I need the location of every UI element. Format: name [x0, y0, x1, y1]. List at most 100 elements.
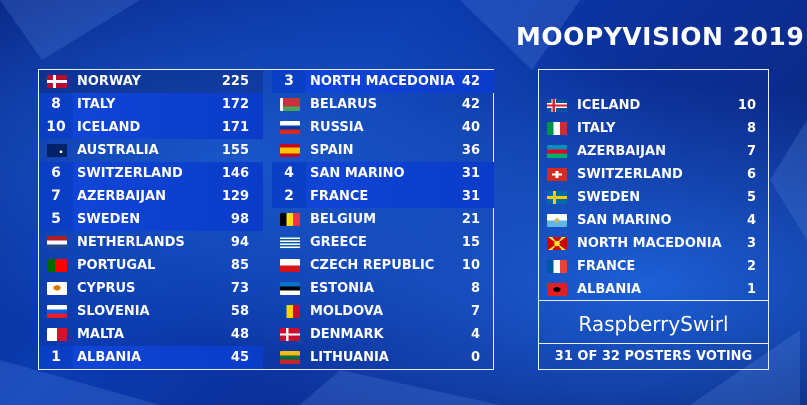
points-value: 2 [746, 259, 756, 274]
scoreboard-row: LITHUANIA 0 [272, 346, 494, 369]
country-name: CZECH REPUBLIC [310, 258, 435, 273]
scoreboard-row: MOLDOVA 7 [272, 300, 494, 323]
scoreboard-row: CYPRUS 73 [39, 277, 263, 300]
netherlands-flag-icon [47, 236, 67, 249]
country-score: 31 [461, 189, 480, 204]
country-name: SAN MARINO [577, 213, 672, 228]
scoreboard-row: BELARUS 42 [272, 93, 494, 116]
points-given-row: ALBANIA 1 [539, 278, 768, 301]
scoreboard-row: PORTUGAL 85 [39, 254, 263, 277]
greece-flag-icon [280, 236, 300, 249]
country-name: ITALY [77, 97, 116, 112]
scoreboard-row: 5 SWEDEN 98 [39, 208, 263, 231]
czech-flag-icon [280, 259, 300, 272]
country-name: ICELAND [577, 98, 641, 113]
scoreboard-row: 2 FRANCE 31 [272, 185, 494, 208]
scoreboard-row: DENMARK 4 [272, 323, 494, 346]
points-value: 1 [746, 282, 756, 297]
scoreboard-row: AUSTRALIA 155 [39, 139, 263, 162]
malta-flag-icon [47, 328, 67, 341]
points-received-number: 4 [272, 162, 306, 185]
points-given-row: SWITZERLAND 6 [539, 163, 768, 186]
country-name: NETHERLANDS [77, 235, 185, 250]
country-name: GREECE [310, 235, 367, 250]
country-name: BELARUS [310, 97, 378, 112]
panel-divider [539, 343, 768, 344]
norway-flag-icon [47, 75, 67, 88]
country-name: ICELAND [77, 120, 141, 135]
points-given-row: SWEDEN 5 [539, 186, 768, 209]
scoreboard-row: SPAIN 36 [272, 139, 494, 162]
scoreboard: NORWAY 225 8 ITALY 172 10 ICELAND 171 AUSTRALIA 1… [38, 69, 494, 370]
belgium-flag-icon [280, 213, 300, 226]
points-value: 6 [746, 167, 756, 182]
country-name: SAN MARINO [310, 166, 405, 181]
country-score: 7 [470, 304, 480, 319]
country-name: RUSSIA [310, 120, 364, 135]
country-score: 42 [461, 97, 480, 112]
country-name: FRANCE [577, 259, 636, 274]
points-value: 4 [746, 213, 756, 228]
country-name: MOLDOVA [310, 304, 384, 319]
belarus-flag-icon [280, 98, 300, 111]
country-name: NORTH MACEDONIA [310, 74, 455, 89]
background-shard [770, 120, 807, 240]
slovenia-flag-icon [47, 305, 67, 318]
background-shard [300, 370, 500, 405]
country-score: 15 [461, 235, 480, 250]
country-score: 146 [221, 166, 249, 181]
country-name: FRANCE [310, 189, 369, 204]
country-name: AZERBAIJAN [577, 144, 666, 159]
switzerland-flag-icon [547, 168, 567, 181]
albania-flag-icon [547, 283, 567, 296]
points-received-number: 8 [39, 93, 73, 116]
country-score: 129 [221, 189, 249, 204]
country-name: ESTONIA [310, 281, 374, 296]
country-score: 31 [461, 166, 480, 181]
voting-status: 31 OF 32 POSTERS VOTING [554, 349, 753, 364]
country-name: AZERBAIJAN [77, 189, 166, 204]
sweden-flag-icon [547, 191, 567, 204]
italy-flag-icon [547, 122, 567, 135]
azerbaijan-flag-icon [547, 145, 567, 158]
scoreboard-row: 10 ICELAND 171 [39, 116, 263, 139]
background-shard [0, 0, 140, 60]
country-score: 21 [461, 212, 480, 227]
country-score: 85 [230, 258, 249, 273]
country-name: ITALY [577, 121, 616, 136]
country-name: AUSTRALIA [77, 143, 159, 158]
country-score: 40 [461, 120, 480, 135]
points-given-row: FRANCE 2 [539, 255, 768, 278]
points-received-number: 5 [39, 208, 73, 231]
country-name: SPAIN [310, 143, 354, 158]
portugal-flag-icon [47, 259, 67, 272]
country-score: 73 [230, 281, 249, 296]
points-given-row: ICELAND 10 [539, 94, 768, 117]
country-name: SWITZERLAND [577, 167, 683, 182]
points-received-number: 7 [39, 185, 73, 208]
country-name: MALTA [77, 327, 125, 342]
scoreboard-row: NORWAY 225 [39, 70, 263, 93]
russia-flag-icon [280, 121, 300, 134]
country-name: SWEDEN [77, 212, 141, 227]
country-name: SWEDEN [577, 190, 641, 205]
scoreboard-row: BELGIUM 21 [272, 208, 494, 231]
country-name: PORTUGAL [77, 258, 156, 273]
country-score: 0 [470, 350, 480, 365]
points-value: 10 [737, 98, 756, 113]
country-name: CYPRUS [77, 281, 136, 296]
scoreboard-row: 8 ITALY 172 [39, 93, 263, 116]
country-name: ALBANIA [77, 350, 142, 365]
panel-divider [539, 300, 768, 301]
france-flag-icon [547, 260, 567, 273]
points-received-number: 1 [39, 346, 73, 369]
cyprus-flag-icon [47, 282, 67, 295]
country-score: 58 [230, 304, 249, 319]
spain-flag-icon [280, 144, 300, 157]
scoreboard-row: NETHERLANDS 94 [39, 231, 263, 254]
north-macedonia-flag-icon [547, 237, 567, 250]
country-score: 8 [470, 281, 480, 296]
points-received-number: 6 [39, 162, 73, 185]
scoreboard-right-column: 3 NORTH MACEDONIA 42 BELARUS 42 RUSSIA 40 SPAIN… [272, 70, 494, 369]
points-value: 5 [746, 190, 756, 205]
